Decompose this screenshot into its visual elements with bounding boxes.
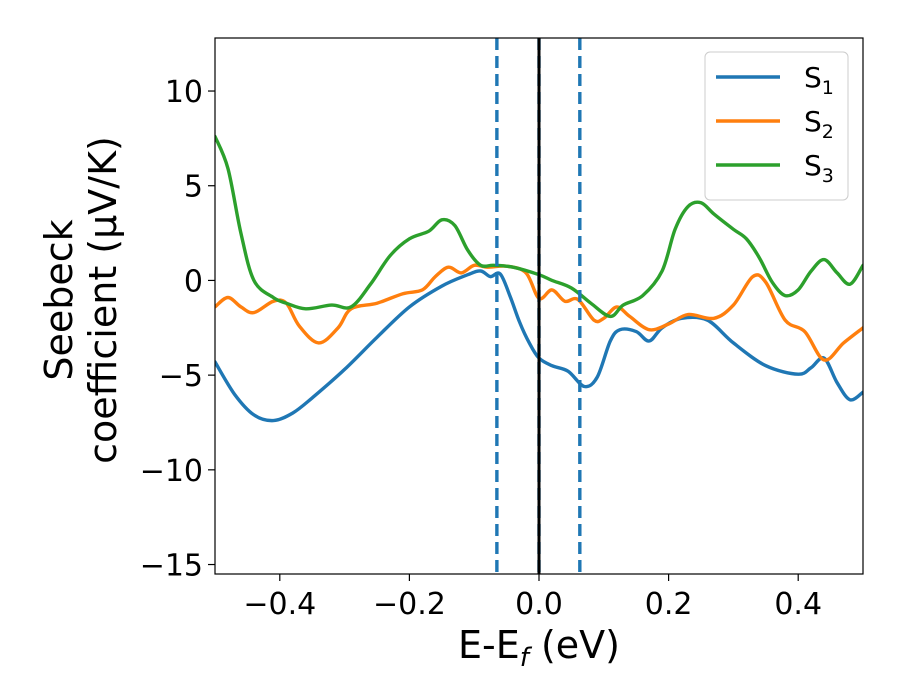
y-tick-label: 5 xyxy=(184,170,203,205)
x-tick-label: −0.2 xyxy=(373,587,446,622)
y-tick-label: 10 xyxy=(165,75,203,110)
svg-text:Seebeck: Seebeck xyxy=(37,219,81,380)
svg-text:coefficient (μV/K): coefficient (μV/K) xyxy=(81,136,125,464)
x-axis-label: E-Ef (eV) xyxy=(458,623,620,673)
x-tick-label: 0.4 xyxy=(774,587,822,622)
y-tick-label: −15 xyxy=(140,549,203,584)
legend-box xyxy=(704,51,849,201)
y-axis-ticks: 10 5 0 −5 −10 −15 xyxy=(140,75,215,584)
x-tick-label: 0.2 xyxy=(645,587,693,622)
series-line-s1 xyxy=(215,269,863,423)
y-axis-label: Seebeck coefficient (μV/K) xyxy=(37,136,125,464)
legend-label: S3 xyxy=(804,149,834,187)
legend-label: S2 xyxy=(804,105,834,143)
x-tick-label: 0.0 xyxy=(515,587,563,622)
series-line-s3 xyxy=(215,134,863,319)
y-tick-label: −10 xyxy=(140,454,203,489)
legend: S1 S2 S3 xyxy=(704,51,849,201)
series-lines xyxy=(215,134,863,423)
x-tick-label: −0.4 xyxy=(243,587,316,622)
reference-lines xyxy=(495,38,582,574)
series-line-s2 xyxy=(215,263,863,362)
x-axis-ticks: −0.4 −0.2 0.0 0.2 0.4 xyxy=(243,574,822,622)
legend-label: S1 xyxy=(804,61,834,99)
y-tick-label: 0 xyxy=(184,264,203,299)
y-tick-label: −5 xyxy=(159,359,203,394)
